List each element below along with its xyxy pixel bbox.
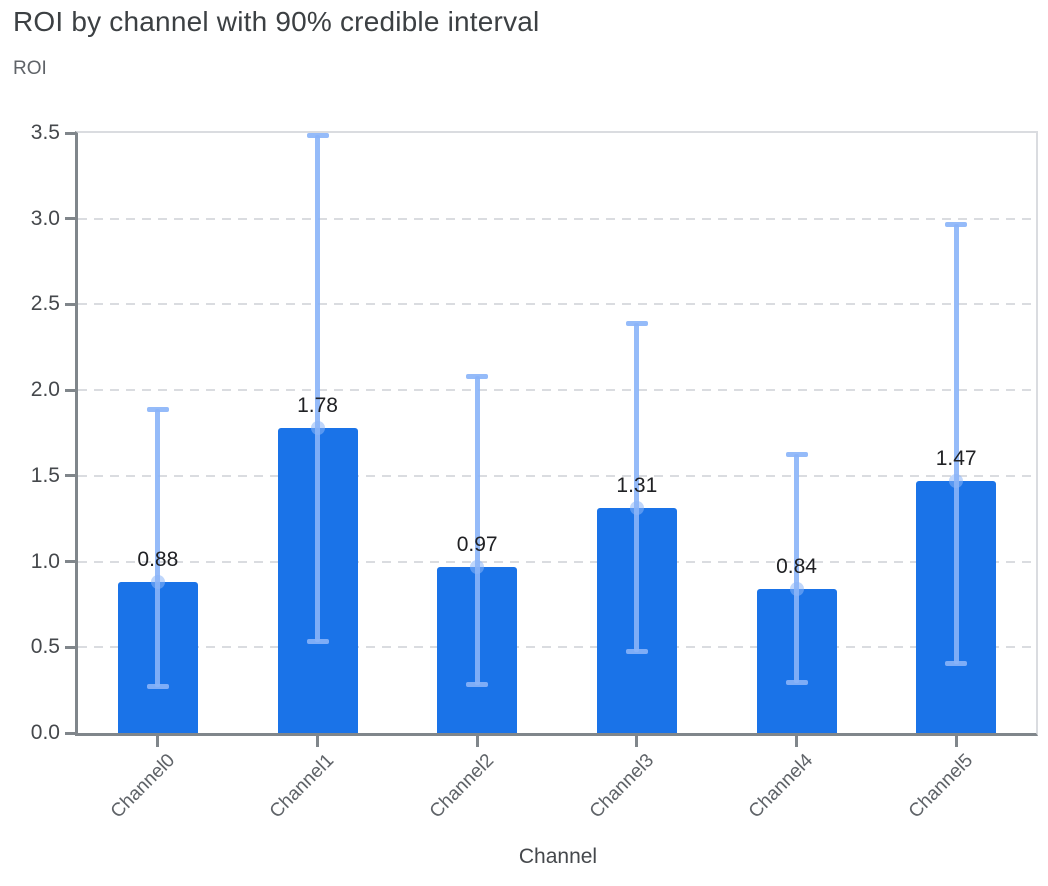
- x-tick-label: Channel0: [106, 750, 179, 823]
- bar-value-label: 0.97: [456, 532, 498, 556]
- error-bar-cap-top: [785, 451, 808, 457]
- y-tick-label: 3.5: [30, 121, 60, 144]
- error-bar-cap-bottom: [785, 680, 808, 686]
- y-axis-title: ROI: [13, 58, 47, 79]
- error-bar-line: [155, 409, 161, 687]
- error-bar-cap-top: [466, 374, 489, 380]
- y-tick-label: 3.0: [30, 206, 60, 230]
- x-tick-label: Channel5: [904, 750, 978, 823]
- x-axis-title: Channel: [518, 845, 598, 868]
- error-bar-cap-bottom: [466, 682, 489, 687]
- gridline: [78, 303, 1036, 306]
- y-tick-label: 2.5: [30, 292, 60, 316]
- y-axis-tick: [65, 388, 75, 392]
- y-axis-tick: [65, 474, 75, 478]
- y-axis-tick: [65, 302, 75, 306]
- y-tick-label: 0.5: [30, 635, 60, 659]
- error-bar-line: [634, 323, 640, 653]
- plot-area: 0.0 0.5 1.0 1.5 2.0 2.5 3.0 3.5 0.88 Channel0 1.78…: [31, 121, 1038, 822]
- x-tick-label: Channel4: [744, 750, 818, 823]
- error-bar-cap-bottom: [146, 683, 169, 689]
- bar-value-label: 0.88: [137, 548, 179, 572]
- gridline: [78, 646, 1036, 649]
- gridline: [78, 389, 1036, 392]
- chart-title: ROI by channel with 90% credible interva…: [13, 6, 540, 37]
- x-tick-label: Channel1: [265, 750, 339, 823]
- x-axis-tick: [795, 736, 798, 747]
- error-bar-line: [794, 453, 799, 684]
- y-tick-label: 2.0: [30, 378, 60, 402]
- y-axis-tick: [65, 731, 75, 735]
- x-tick-label: Channel2: [425, 750, 499, 823]
- x-axis-tick: [156, 736, 160, 747]
- bar-value-label: 1.31: [616, 474, 658, 498]
- error-bar-cap-top: [625, 321, 648, 327]
- error-bar-cap-top: [945, 221, 968, 227]
- gridline: [78, 560, 1036, 563]
- error-bar-mean-marker: [470, 559, 485, 574]
- error-bar-cap-top: [306, 132, 329, 138]
- bar-value-label: 0.84: [776, 555, 817, 578]
- error-bar-cap-bottom: [306, 639, 329, 645]
- error-bar-line: [953, 223, 959, 665]
- error-bar-mean-marker: [949, 474, 964, 488]
- error-bar-mean-marker: [150, 575, 165, 590]
- y-axis-tick: [65, 217, 75, 221]
- bar-value-label: 1.78: [297, 393, 338, 417]
- error-bar-line: [315, 134, 320, 643]
- error-bar-cap-bottom: [945, 661, 968, 667]
- y-axis-tick: [65, 560, 75, 564]
- x-tick-label: Channel3: [585, 750, 658, 823]
- x-axis-tick: [954, 736, 958, 747]
- x-axis-tick: [316, 736, 319, 747]
- y-tick-label: 1.5: [30, 463, 60, 487]
- error-bar-cap-top: [146, 407, 169, 412]
- y-axis-tick: [65, 131, 75, 135]
- error-bar-mean-marker: [789, 582, 804, 596]
- y-tick-label: 0.0: [30, 721, 60, 744]
- gridline: [78, 474, 1036, 477]
- bar-value-label: 1.47: [935, 447, 977, 470]
- y-axis-tick: [65, 645, 75, 649]
- error-bar-mean-marker: [310, 420, 325, 435]
- error-bar-mean-marker: [629, 501, 644, 516]
- y-tick-label: 1.0: [30, 549, 60, 573]
- error-bar-line: [474, 376, 480, 685]
- x-axis-tick: [635, 736, 639, 747]
- error-bar-cap-bottom: [625, 649, 648, 655]
- gridline: [78, 217, 1036, 220]
- x-axis-tick: [475, 736, 479, 747]
